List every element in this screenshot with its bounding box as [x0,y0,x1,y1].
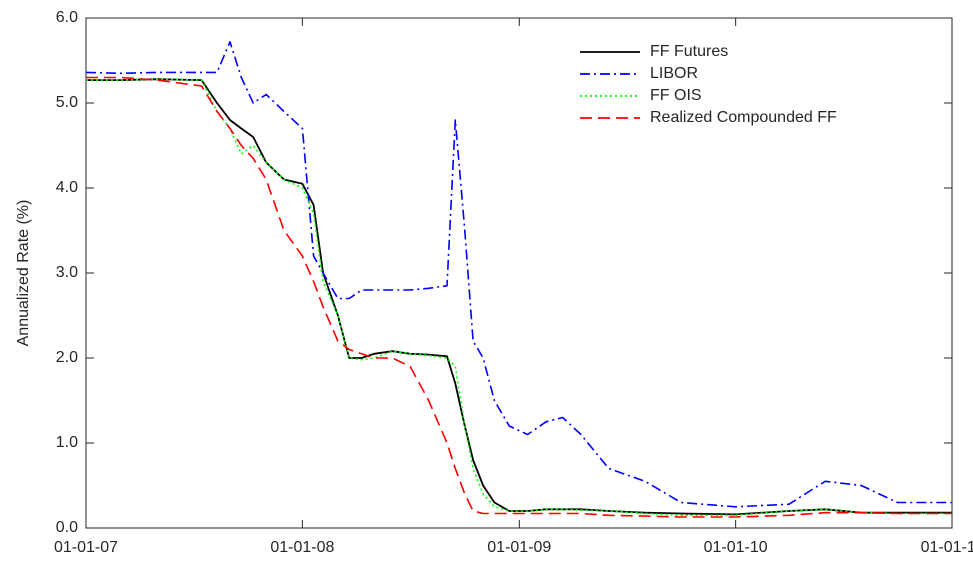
plot-frame [85,17,953,529]
legend-label: LIBOR [650,65,698,82]
x-tick-label: 01-01-08 [270,539,334,556]
series-line [86,78,952,517]
legend-label: FF Futures [650,43,728,60]
legend: FF Futures LIBOR FF OIS Realized Compounded… [580,43,837,126]
series-line [86,76,952,518]
y-tick-label: 2.0 [56,349,78,366]
y-tick-label: 1.0 [56,434,78,451]
legend-label: FF OIS [650,87,702,104]
x-tick-label: 01-01-11 [921,539,973,556]
y-tick-label: 3.0 [56,264,78,281]
y-tick-label: 6.0 [56,9,78,26]
y-tick-label: 5.0 [56,94,78,111]
x-tick-label: 01-01-09 [487,539,551,556]
y-axis-label: Annualized Rate (%) [15,200,32,347]
legend-label: Realized Compounded FF [650,109,837,126]
series-line [86,78,952,516]
x-tick-label: 01-01-07 [54,539,118,556]
y-tick-label: 0.0 [56,519,78,536]
series-line [85,41,952,508]
x-tick-label: 01-01-10 [704,539,768,556]
y-tick-label: 4.0 [56,179,78,196]
